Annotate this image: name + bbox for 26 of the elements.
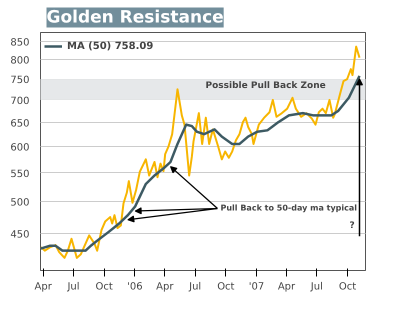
x-tick-label: Apr <box>156 282 174 292</box>
y-tick-label: 800 <box>10 56 30 67</box>
x-tick-label: Jul <box>188 282 202 292</box>
y-tick-label: 450 <box>10 229 30 240</box>
y-tick-label: 850 <box>10 37 30 48</box>
y-tick-label: 550 <box>10 168 30 180</box>
y-tick-label: 750 <box>10 75 30 86</box>
x-tick-label: Jul <box>310 282 323 292</box>
annotation: Pull Back to 50-day ma typical <box>220 204 358 212</box>
x-tick-label: Oct <box>217 282 235 292</box>
y-tick-label: 600 <box>10 142 30 154</box>
x-tick-label: Apr <box>34 282 53 292</box>
line-series <box>40 74 361 252</box>
y-tick-label: 700 <box>10 96 30 107</box>
x-tick-label: '07 <box>248 282 264 292</box>
y-tick-label: 650 <box>10 118 30 130</box>
x-tick-label: '06 <box>127 282 143 292</box>
x-tick-label: Oct <box>338 282 356 292</box>
legend-label: MA (50) 758.09 <box>67 40 154 52</box>
x-tick-label: Apr <box>278 282 296 292</box>
band-label: Possible Pull Back Zone <box>206 81 326 92</box>
chart-title: Golden Resistance <box>46 8 224 28</box>
x-tick-label: Jul <box>66 282 80 292</box>
y-tick-label: 500 <box>10 198 30 209</box>
x-tick-label: Oct <box>96 282 113 292</box>
annotation: ? <box>350 220 355 231</box>
